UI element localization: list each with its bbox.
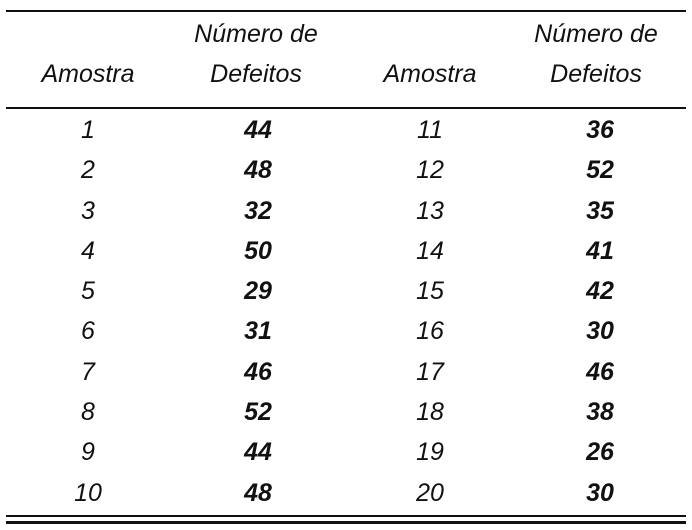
table-cell: 2 [81,156,95,185]
table-cell: 41 [586,236,614,265]
table-cell: 30 [586,478,614,507]
table-cell: 12 [416,156,444,185]
table-bottom-rule-double [6,521,686,524]
header-defeitos-left-line2: Defeitos [210,60,302,88]
table-cell: 11 [417,116,443,144]
table-cell: 38 [586,398,614,427]
table-cell: 46 [586,357,614,386]
table-cell: 10 [74,478,102,507]
table-cell: 52 [586,156,614,185]
column-amostra-right: 11 12 13 14 15 16 17 18 19 20 [360,110,500,513]
table-cell: 48 [244,478,272,507]
table-cell: 17 [416,357,444,386]
table-cell: 18 [416,398,444,427]
table-cell: 35 [586,196,614,225]
table-cell: 30 [586,317,614,346]
table-cell: 7 [81,357,95,386]
header-amostra-left: Amostra [41,60,135,88]
header-amostra-right: Amostra [383,60,477,88]
table-bottom-rule [6,515,686,517]
header-defeitos-right-line2: Defeitos [550,60,642,88]
table-cell: 15 [416,277,444,306]
header-defeitos-right-line1: Número de [534,20,658,48]
table-cell: 26 [586,438,614,467]
table-cell: 44 [244,116,272,144]
column-amostra-left: 1 2 3 4 5 6 7 8 9 10 [18,110,158,513]
table-cell: 29 [244,277,272,306]
table-cell: 4 [81,236,95,265]
column-defeitos-left: 44 48 32 50 29 31 46 52 44 48 [188,110,328,513]
table-cell: 5 [81,277,95,306]
table-cell: 14 [416,236,444,265]
table-cell: 46 [244,357,272,386]
table-cell: 1 [81,116,95,144]
table-cell: 19 [416,438,444,467]
table-cell: 32 [244,196,272,225]
column-defeitos-right: 36 52 35 41 42 30 46 38 26 30 [530,110,670,513]
table-top-rule [6,10,686,12]
table-cell: 36 [586,116,614,144]
table-cell: 16 [416,317,444,346]
table-cell: 42 [586,277,614,306]
table-cell: 9 [81,438,95,467]
table-cell: 48 [244,156,272,185]
table-cell: 6 [81,317,95,346]
table-cell: 50 [244,236,272,265]
table-cell: 52 [244,398,272,427]
header-defeitos-left-line1: Número de [194,20,318,48]
table-cell: 20 [416,478,444,507]
table-cell: 3 [81,196,95,225]
header-rule [6,107,686,109]
table-cell: 31 [244,317,272,346]
table-cell: 13 [416,196,444,225]
table-cell: 8 [81,398,95,427]
table-cell: 44 [244,438,272,467]
